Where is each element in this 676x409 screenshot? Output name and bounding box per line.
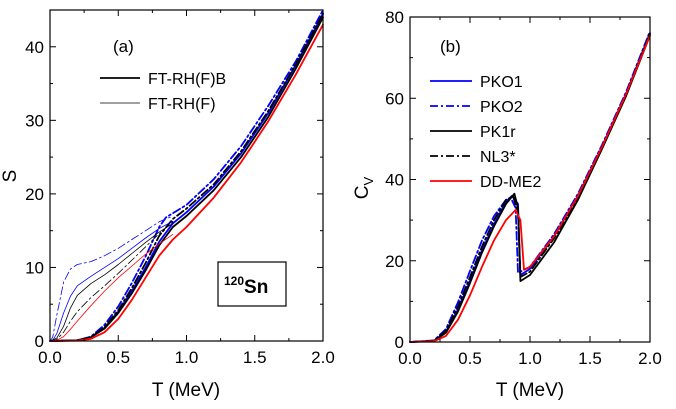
legend-label-dd-me2: DD-ME2 — [480, 174, 541, 191]
panel-a-x-tick-label: 0.0 — [38, 348, 62, 367]
panel-a-y-tick-label: 0 — [35, 332, 44, 351]
panel-b-legend: PKO1 PKO2 PK1r NL3* DD-ME2 — [430, 74, 541, 191]
panel-a-legend: FT-RH(F)B FT-RH(F) — [100, 71, 226, 113]
svg-text:120Sn: 120Sn — [224, 274, 268, 298]
panel-a-x-tick-label: 2.0 — [311, 348, 335, 367]
panel-b-y-axis-label-main: C — [352, 185, 373, 199]
legend-label-pko2: PKO2 — [480, 99, 523, 116]
panel-b-y-tick-label: 0 — [395, 333, 404, 352]
panel-a-series-thick-4 — [49, 23, 324, 342]
panel-b-x-tick-label: 1.0 — [518, 349, 542, 368]
panel-a-series-thin-6 — [49, 215, 174, 342]
panel-a-y-axis-label: S — [0, 170, 21, 183]
panel-b-series-dd-me2 — [409, 34, 651, 343]
panel-a-series-thin-5 — [49, 220, 174, 342]
panel-b-heat-capacity: 0.0 0.5 1.0 1.5 2.0 0 20 40 60 80 (b) PKO1 PKO2 PK1… — [352, 8, 662, 401]
panel-b-x-tick-label: 0.5 — [458, 349, 482, 368]
legend-label-nl3-: NL3* — [480, 149, 516, 166]
panel-b-y-tick-label: 60 — [385, 89, 404, 108]
legend-label-pko1: PKO1 — [480, 74, 523, 91]
panel-b-y-tick-label: 40 — [385, 171, 404, 190]
panel-b-x-tick-label: 2.0 — [638, 349, 662, 368]
panel-a-x-tick-label: 1.5 — [243, 348, 267, 367]
panel-a-y-tick-label: 40 — [25, 38, 44, 57]
panel-b-y-tick-label: 80 — [385, 8, 404, 27]
panel-b-x-tick-label: 1.5 — [578, 349, 602, 368]
legend-label-pk1r: PK1r — [480, 124, 516, 141]
panel-a-series-thin-9 — [49, 233, 174, 342]
panel-a-series-thick-1 — [49, 9, 324, 342]
panel-a-series-thick-2 — [49, 16, 324, 342]
panel-a-y-tick-label: 10 — [25, 258, 44, 277]
panel-b-ticks: 0.0 0.5 1.0 1.5 2.0 0 20 40 60 80 — [385, 8, 662, 368]
panel-a-series-thin-7 — [49, 222, 174, 342]
nucleus-mass-number: 120 — [224, 274, 244, 288]
nucleus-symbol: Sn — [244, 277, 268, 298]
legend-label-thick: FT-RH(F)B — [148, 71, 226, 88]
panel-a-y-tick-label: 30 — [25, 111, 44, 130]
panel-b-y-axis-label-subscript: V — [361, 176, 376, 185]
panel-a-x-tick-label: 0.5 — [106, 348, 130, 367]
panel-b-curves — [409, 30, 651, 343]
panel-a-series-thick-3 — [49, 12, 324, 342]
nucleus-annotation: 120Sn — [217, 261, 287, 307]
panel-a-x-tick-label: 1.0 — [175, 348, 199, 367]
panel-b-y-tick-label: 20 — [385, 252, 404, 271]
panel-a-curves — [49, 9, 324, 342]
panel-a-x-axis-label: T (MeV) — [152, 380, 220, 401]
panel-a-series-thin-8 — [49, 221, 174, 342]
panel-a-ticks: 0.0 0.5 1.0 1.5 2.0 0 10 20 30 40 — [25, 9, 335, 367]
panel-b-x-tick-label: 0.0 — [398, 349, 422, 368]
panel-a-y-tick-label: 20 — [25, 185, 44, 204]
panel-b-label: (b) — [440, 37, 461, 56]
panel-a-label: (a) — [113, 37, 134, 56]
legend-label-thin: FT-RH(F) — [148, 96, 216, 113]
panel-b-y-axis-label: CV — [352, 176, 376, 199]
panel-b-x-axis-label: T (MeV) — [496, 380, 564, 401]
